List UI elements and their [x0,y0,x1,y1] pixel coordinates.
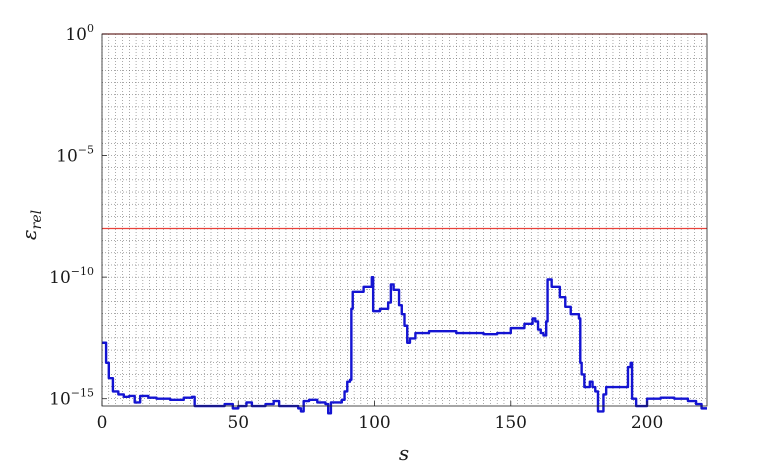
y-tick-label: 10−15 [49,387,94,410]
y-axis-label: εrel [17,210,45,240]
y-tick-label-base: 10 [49,268,71,288]
y-tick-label: 100 [65,22,94,45]
x-tick-label: 0 [97,413,108,433]
y-tick-label-base: 10 [49,390,71,410]
y-tick-label-exponent: −10 [71,265,94,278]
x-ticks: 0 50 100 150 200 [97,401,663,433]
series [102,275,707,415]
series-line [102,275,707,415]
y-tick-label-base: 10 [56,147,78,167]
y-tick-label-exponent: 0 [87,22,94,35]
y-tick-label-exponent: −5 [78,144,94,157]
x-axis-label: s [399,441,409,465]
x-tick-label: 100 [358,413,390,433]
x-tick-label: 150 [495,413,527,433]
y-axis-label-symbol: ε [17,229,41,240]
plot-frame [101,33,708,407]
y-tick-label: 10−10 [49,265,94,288]
grid [101,33,707,406]
y-tick-label-exponent: −15 [71,387,94,400]
x-tick-label: 200 [631,413,663,433]
y-tick-label-base: 10 [65,25,87,45]
y-axis-label-subscript: rel [29,210,45,229]
y-tick-label: 10−5 [56,144,94,167]
x-tick-label: 50 [227,413,249,433]
